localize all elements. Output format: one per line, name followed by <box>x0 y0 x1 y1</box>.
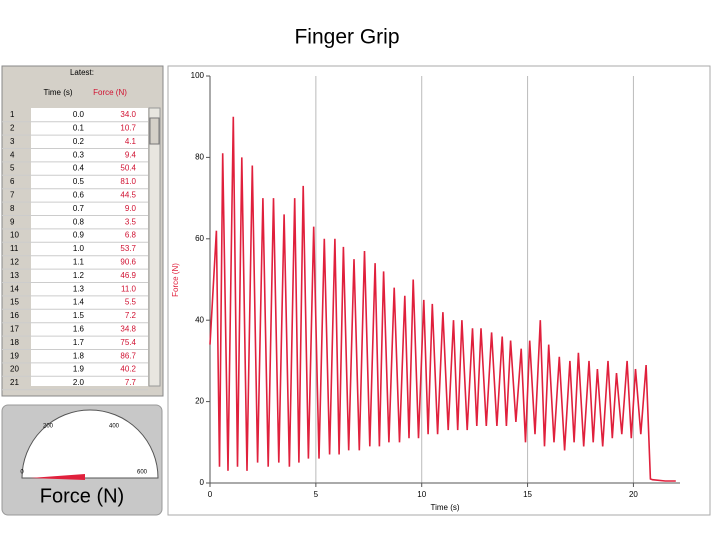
force-cell: 4.1 <box>125 137 137 146</box>
time-cell: 0.4 <box>73 164 85 173</box>
time-cell: 0.3 <box>73 150 85 159</box>
row-number: 14 <box>10 284 19 293</box>
row-number: 17 <box>10 325 19 334</box>
force-cell: 10.7 <box>120 124 136 133</box>
time-cell: 0.6 <box>73 191 85 200</box>
row-number: 16 <box>10 311 19 320</box>
time-cell: 0.7 <box>73 204 85 213</box>
x-tick-label: 15 <box>523 490 532 499</box>
force-cell: 40.2 <box>120 365 136 374</box>
row-number: 10 <box>10 231 19 240</box>
force-cell: 3.5 <box>125 217 137 226</box>
force-cell: 44.5 <box>120 191 136 200</box>
row-number: 12 <box>10 258 19 267</box>
row-number: 7 <box>10 191 15 200</box>
time-cell: 0.0 <box>73 110 85 119</box>
row-number: 6 <box>10 177 15 186</box>
x-tick-label: 10 <box>417 490 426 499</box>
time-cell: 1.1 <box>73 258 85 267</box>
force-cell: 75.4 <box>120 338 136 347</box>
force-cell: 86.7 <box>120 351 136 360</box>
row-number: 20 <box>10 365 19 374</box>
force-cell: 34.0 <box>120 110 136 119</box>
row-number: 9 <box>10 217 15 226</box>
force-cell: 50.4 <box>120 164 136 173</box>
row-number: 11 <box>10 244 19 253</box>
meter-needle <box>30 474 85 480</box>
force-cell: 11.0 <box>121 284 137 293</box>
time-cell: 1.5 <box>73 311 85 320</box>
force-cell: 46.9 <box>120 271 136 280</box>
time-cell: 0.1 <box>73 124 85 133</box>
time-cell: 1.8 <box>73 351 85 360</box>
force-cell: 53.7 <box>120 244 136 253</box>
force-line <box>209 116 676 482</box>
table-header: Force (N) <box>93 88 127 97</box>
chart-panel <box>167 65 711 516</box>
row-number: 1 <box>10 110 15 119</box>
time-cell: 1.7 <box>73 338 85 347</box>
x-tick-label: 20 <box>629 490 638 499</box>
time-cell: 1.2 <box>73 271 85 280</box>
y-tick-label: 60 <box>195 234 204 243</box>
x-tick-label: 5 <box>314 490 319 499</box>
time-cell: 0.8 <box>73 217 85 226</box>
row-number: 18 <box>10 338 19 347</box>
time-cell: 1.4 <box>73 298 85 307</box>
y-tick-label: 100 <box>191 71 205 80</box>
meter-dial <box>21 409 159 479</box>
time-cell: 0.5 <box>73 177 85 186</box>
meter-scale-label: 200 <box>43 424 54 430</box>
x-axis-label: Time (s) <box>430 503 459 512</box>
table-body <box>31 108 148 386</box>
row-number: 4 <box>10 150 15 159</box>
force-cell: 5.5 <box>125 298 137 307</box>
row-number: 5 <box>10 164 15 173</box>
y-tick-label: 40 <box>195 315 204 324</box>
force-cell: 7.7 <box>125 378 137 387</box>
slide-title: Finger Grip <box>294 26 399 49</box>
table-header: Time (s) <box>43 88 72 97</box>
x-tick-label: 0 <box>208 490 213 499</box>
force-cell: 90.6 <box>120 258 136 267</box>
force-cell: 34.8 <box>120 325 136 334</box>
force-cell: 81.0 <box>120 177 136 186</box>
y-axis-label: Force (N) <box>171 263 180 297</box>
table-group-header: Latest: <box>70 68 94 77</box>
meter-scale-label: 0 <box>20 470 24 476</box>
row-number: 3 <box>10 137 15 146</box>
time-cell: 2.0 <box>73 378 85 387</box>
y-tick-label: 80 <box>195 153 204 162</box>
time-cell: 0.9 <box>73 231 85 240</box>
force-cell: 9.0 <box>125 204 137 213</box>
scrollbar[interactable] <box>148 107 161 387</box>
time-cell: 1.6 <box>73 325 85 334</box>
time-cell: 1.0 <box>73 244 85 253</box>
y-tick-label: 20 <box>195 397 204 406</box>
meter-scale-label: 400 <box>109 424 120 430</box>
row-number: 8 <box>10 204 15 213</box>
meter-scale-label: 600 <box>137 470 148 476</box>
row-number: 21 <box>10 378 19 387</box>
time-cell: 0.2 <box>73 137 85 146</box>
y-tick-label: 0 <box>200 478 205 487</box>
row-number: 15 <box>10 298 19 307</box>
time-cell: 1.3 <box>73 284 85 293</box>
force-cell: 9.4 <box>125 150 137 159</box>
row-number: 19 <box>10 351 19 360</box>
force-cell: 6.8 <box>125 231 137 240</box>
row-number: 13 <box>10 271 19 280</box>
row-number: 2 <box>10 124 15 133</box>
time-cell: 1.9 <box>73 365 85 374</box>
scroll-thumb[interactable] <box>149 117 160 145</box>
meter-label: Force (N) <box>40 485 124 507</box>
force-cell: 7.2 <box>125 311 137 320</box>
